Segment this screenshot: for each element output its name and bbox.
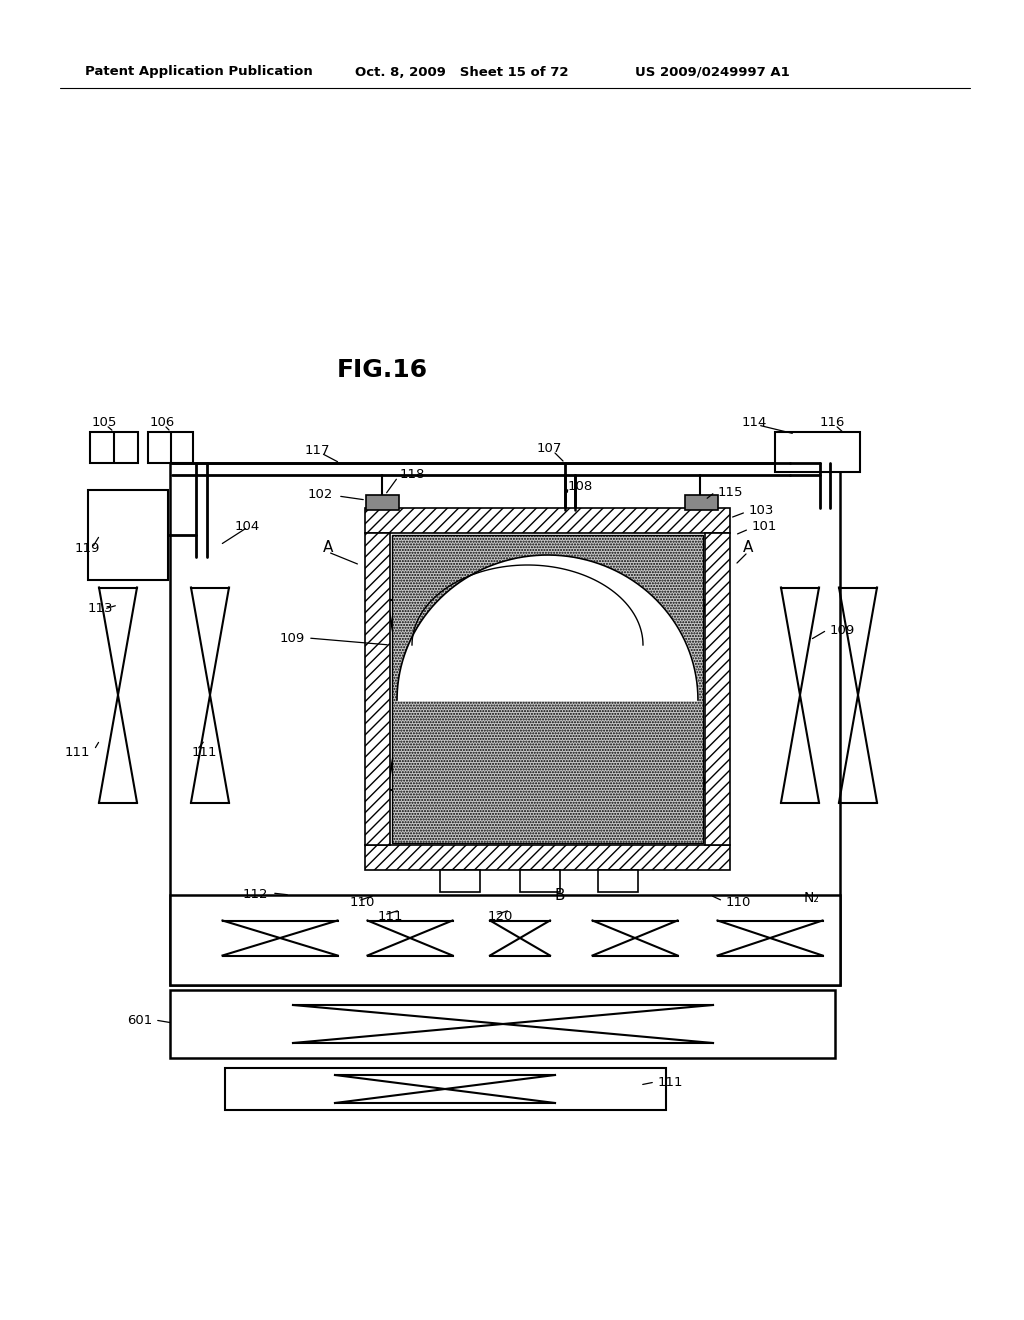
Text: 112: 112 <box>243 887 268 900</box>
Text: B: B <box>555 887 565 903</box>
Text: 108: 108 <box>568 480 593 494</box>
Text: 115: 115 <box>718 486 743 499</box>
Bar <box>148 432 193 463</box>
Bar <box>392 535 703 843</box>
Text: 105: 105 <box>92 416 118 429</box>
Text: 102: 102 <box>307 488 333 502</box>
Text: 110: 110 <box>726 895 752 908</box>
Text: 113: 113 <box>88 602 114 615</box>
Text: 109: 109 <box>280 631 305 644</box>
Bar <box>90 432 138 463</box>
Bar <box>520 870 560 892</box>
Text: US 2009/0249997 A1: US 2009/0249997 A1 <box>635 66 790 78</box>
Bar <box>365 508 730 533</box>
Text: 117: 117 <box>305 444 331 457</box>
Bar <box>685 495 718 510</box>
Bar <box>170 463 840 985</box>
Text: 104: 104 <box>234 520 260 533</box>
Text: 118: 118 <box>400 467 425 480</box>
Text: 120: 120 <box>488 911 513 924</box>
Text: 109: 109 <box>830 623 855 636</box>
Text: 114: 114 <box>742 416 767 429</box>
Text: A: A <box>323 540 333 554</box>
Text: N₂: N₂ <box>804 891 820 906</box>
Text: 103: 103 <box>749 503 774 516</box>
Bar <box>365 533 390 845</box>
Text: 111: 111 <box>65 747 90 759</box>
Bar <box>775 432 860 473</box>
Text: Oct. 8, 2009   Sheet 15 of 72: Oct. 8, 2009 Sheet 15 of 72 <box>355 66 568 78</box>
Bar <box>365 845 730 870</box>
Text: 116: 116 <box>820 416 846 429</box>
Text: Patent Application Publication: Patent Application Publication <box>85 66 312 78</box>
Text: 110: 110 <box>350 896 376 909</box>
Bar <box>390 533 705 845</box>
Bar <box>366 495 399 510</box>
Text: FIG.16: FIG.16 <box>337 358 428 381</box>
Text: 107: 107 <box>537 441 562 454</box>
Text: A: A <box>742 540 754 554</box>
Text: 101: 101 <box>752 520 777 533</box>
Bar <box>88 490 168 579</box>
Bar <box>598 870 638 892</box>
Text: 111: 111 <box>193 746 217 759</box>
Text: 106: 106 <box>150 416 175 429</box>
Bar <box>170 895 840 985</box>
Bar <box>705 533 730 845</box>
Text: 111: 111 <box>378 911 403 924</box>
Text: 111: 111 <box>658 1076 683 1089</box>
Bar <box>440 870 480 892</box>
Text: 601: 601 <box>127 1014 152 1027</box>
Bar <box>170 990 835 1059</box>
Text: 119: 119 <box>75 541 100 554</box>
Bar <box>225 1068 666 1110</box>
